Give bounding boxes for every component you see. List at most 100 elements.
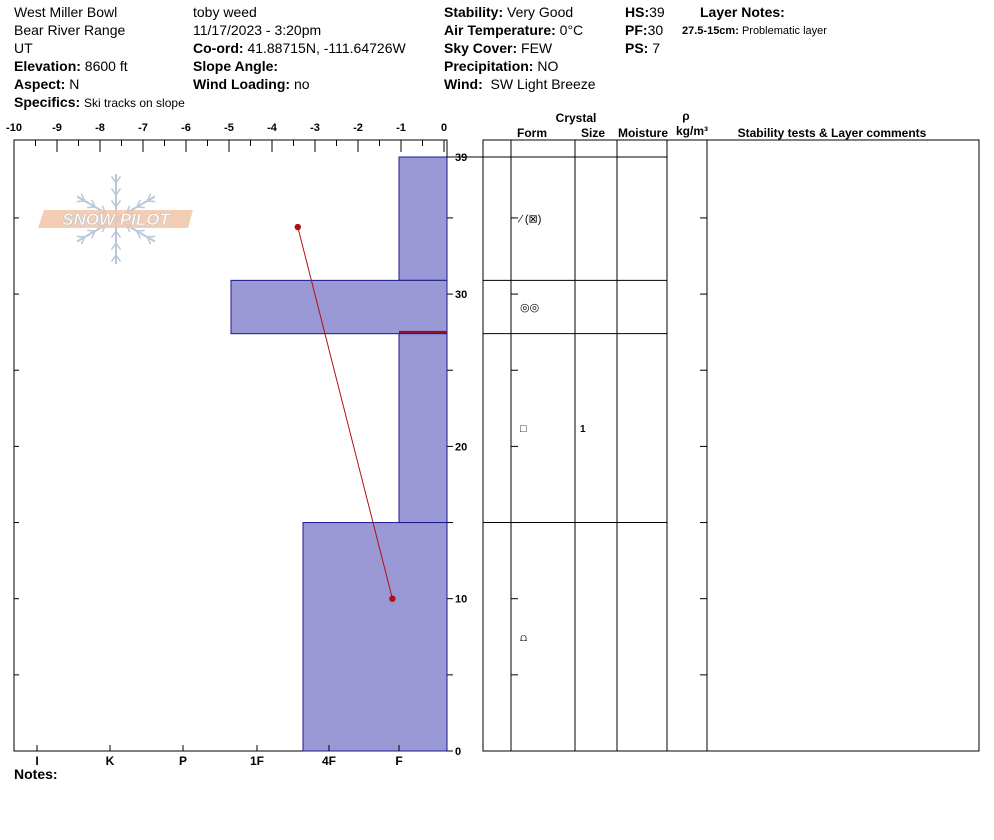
- snowflake-branch: [115, 187, 122, 196]
- height-tick-label: 39: [455, 152, 467, 164]
- wind: Wind: SW Light Breeze: [444, 76, 596, 92]
- hardness-tick-label: P: [179, 754, 187, 768]
- snowflake-branch: [115, 199, 122, 208]
- snowflake-branch: [136, 230, 141, 239]
- height-tick-label: 30: [455, 289, 467, 301]
- hardness-layer: [230, 279, 448, 335]
- snowflake-branch: [80, 193, 86, 202]
- table-border: [482, 139, 980, 752]
- precipitation: Precipitation: NO: [444, 58, 559, 74]
- elevation: Elevation: 8600 ft: [14, 58, 128, 74]
- density-unit-header: kg/m³: [676, 124, 708, 138]
- snowflake-branch: [110, 254, 117, 263]
- size-header: Size: [581, 126, 605, 140]
- temperature-tick-label: -5: [224, 122, 234, 134]
- temperature-tick-label: -6: [181, 122, 191, 134]
- snowflake-branch: [76, 235, 85, 238]
- height-tick-label: 0: [455, 746, 461, 758]
- location: West Miller Bowl: [14, 4, 118, 20]
- height-tick-label: 10: [455, 594, 467, 606]
- grain-form-icon: ◎◎: [520, 302, 539, 314]
- state: UT: [14, 40, 33, 56]
- temperature-tick-label: -10: [6, 122, 22, 134]
- layer-table: Crystal Form Size Moisture ρkg/m³ Stability t…: [482, 109, 980, 752]
- hardness-layer: [398, 156, 448, 281]
- range: Bear River Range: [14, 22, 126, 38]
- rho-header: ρ: [682, 109, 689, 123]
- temperature-tick-label: -3: [310, 122, 320, 134]
- temperature-tick-label: -1: [396, 122, 406, 134]
- temperature-line: [297, 226, 393, 599]
- snowflake-branch: [115, 254, 122, 263]
- hardness-tick-label: 4F: [322, 754, 336, 768]
- temperature-tick-label: -2: [353, 122, 363, 134]
- hardness-tick-label: I: [35, 754, 38, 768]
- temperature-point: [294, 223, 301, 231]
- hardness-tick-label: F: [395, 754, 402, 768]
- crystal-header: Crystal: [556, 111, 597, 125]
- logo-banner: [38, 210, 193, 228]
- coordinates: Co-ord: 41.88715N, -111.64726W: [193, 40, 406, 56]
- snowflake-branch: [147, 200, 156, 203]
- temperature-tick-label: -9: [52, 122, 62, 134]
- snowflake-branch: [146, 236, 152, 245]
- grain-size: 1: [580, 424, 586, 435]
- snowflake-branch: [110, 242, 117, 251]
- snowflake-branch: [76, 200, 85, 203]
- datetime: 11/17/2023 - 3:20pm: [193, 22, 322, 38]
- air-temperature: Air Temperature: 0°C: [444, 22, 584, 38]
- layer-note: 27.5-15cm: Problematic layer: [682, 25, 827, 37]
- snowflake-branch: [115, 175, 122, 184]
- hardness-layer: [302, 522, 448, 752]
- temperature-tick-label: -8: [95, 122, 105, 134]
- grain-form-icon: □: [520, 423, 527, 435]
- pf: PF:30: [625, 22, 664, 38]
- hs: HS:39: [625, 4, 665, 20]
- snowflake-branch: [136, 229, 145, 232]
- form-header: Form: [517, 126, 547, 140]
- grain-form-icon: ⩍: [520, 632, 527, 644]
- snowflake-branch: [110, 199, 117, 208]
- ps: PS: 7: [625, 40, 661, 56]
- specifics: Specifics: Ski tracks on slope: [14, 94, 185, 110]
- hardness-layers: [230, 156, 448, 752]
- snowflake-branch: [80, 236, 86, 245]
- stability: Stability: Very Good: [444, 4, 574, 20]
- snowflake-branch: [91, 199, 96, 208]
- temperature-tick-label: 0: [441, 122, 447, 134]
- snowflake-branch: [147, 235, 156, 238]
- temperature-tick-label: -7: [138, 122, 148, 134]
- wind-loading: Wind Loading: no: [193, 76, 310, 92]
- stability-header: Stability tests & Layer comments: [738, 126, 927, 140]
- snowflake-branch: [110, 175, 117, 184]
- height-tick-label: 20: [455, 441, 467, 453]
- snowflake-branch: [91, 230, 96, 239]
- aspect: Aspect: N: [14, 76, 80, 92]
- hardness-tick-label: K: [106, 754, 115, 768]
- snowflake-branch: [110, 187, 117, 196]
- notes-label: Notes:: [14, 766, 58, 782]
- snowflake-branch: [136, 199, 141, 208]
- hardness-tick-label: 1F: [250, 754, 264, 768]
- snowpilot-logo: SNOW PILOT: [38, 174, 193, 264]
- snowflake-branch: [115, 230, 122, 239]
- grain-form-icon: ⁄ (⊠): [517, 214, 541, 226]
- snowflake-branch: [87, 229, 96, 232]
- snowflake-branch: [146, 193, 152, 202]
- temperature-point: [389, 595, 396, 602]
- logo-text: SNOW PILOT: [62, 210, 171, 229]
- temperature-profile: [294, 223, 396, 602]
- snowflake-branch: [110, 230, 117, 239]
- slope-angle: Slope Angle:: [193, 58, 279, 74]
- sky-cover: Sky Cover: FEW: [444, 40, 553, 56]
- snowflake-branch: [115, 242, 122, 251]
- snowflake-branch: [136, 206, 145, 209]
- hardness-layer: [398, 333, 448, 524]
- snowflake-branch: [87, 206, 96, 209]
- temperature-tick-label: -4: [267, 122, 278, 134]
- observer: toby weed: [193, 4, 257, 20]
- layer-notes-label: Layer Notes:: [700, 4, 785, 20]
- moisture-header: Moisture: [618, 126, 668, 140]
